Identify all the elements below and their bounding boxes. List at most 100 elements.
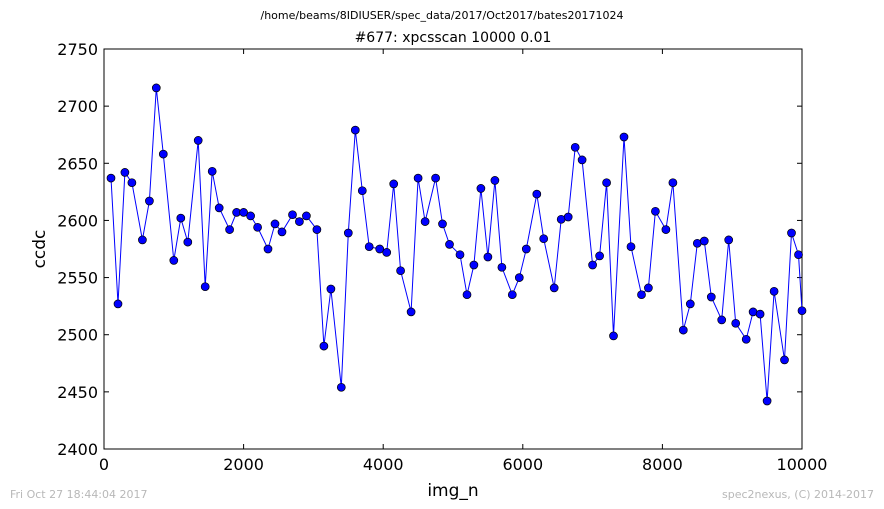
data-point (396, 266, 405, 276)
data-point (661, 225, 671, 234)
data-point (497, 262, 507, 272)
footer-timestamp: Fri Oct 27 18:44:04 2017 (10, 488, 148, 501)
data-point (106, 173, 116, 183)
data-point (214, 203, 224, 213)
data-point (462, 290, 472, 300)
data-point (476, 184, 486, 193)
data-point (176, 213, 186, 223)
data-point (455, 250, 465, 260)
data-point (336, 382, 346, 392)
data-point (406, 307, 416, 317)
data-point (595, 251, 604, 261)
data-point (619, 132, 629, 142)
data-point (577, 155, 587, 165)
data-point (514, 273, 524, 282)
data-point (350, 125, 360, 135)
data-point (239, 208, 248, 217)
data-point (469, 260, 479, 270)
x-tick-label: 10000 (777, 455, 828, 474)
data-point (490, 176, 500, 185)
data-point (183, 237, 193, 247)
data-point (539, 234, 549, 244)
data-point (570, 142, 580, 152)
y-tick-label: 2650 (57, 154, 98, 173)
data-point (507, 290, 517, 300)
data-point (431, 173, 440, 183)
data-point (563, 212, 573, 222)
data-point (741, 334, 751, 344)
data-point (357, 186, 367, 196)
data-point (706, 292, 716, 302)
data-point (549, 283, 559, 293)
data-point (602, 178, 611, 188)
y-tick-label: 2450 (57, 383, 98, 402)
data-point (225, 225, 234, 234)
data-point (120, 168, 130, 177)
data-point (151, 83, 161, 93)
suptitle: /home/beams/8IDIUSER/spec_data/2017/Oct2… (261, 9, 624, 22)
data-point (413, 173, 423, 183)
data-point (438, 219, 447, 229)
data-point (169, 256, 179, 265)
data-point (668, 178, 678, 188)
data-point (288, 210, 297, 220)
data-point (277, 227, 287, 237)
y-tick-label: 2400 (57, 440, 98, 459)
data-point (521, 244, 531, 254)
data-point (326, 284, 336, 294)
data-point (207, 166, 217, 176)
footer-credit: spec2nexus, (C) 2014-2017 (722, 488, 874, 501)
data-point (158, 149, 168, 159)
x-tick-label: 2000 (223, 455, 264, 474)
data-point (685, 299, 695, 309)
y-tick-label: 2750 (57, 40, 98, 59)
plot-area: 0 2000 4000 6000 8000 10000 2400 2450 2500 2550 26… (57, 40, 827, 474)
data-point (253, 222, 262, 232)
data-point (755, 309, 765, 319)
x-tick-label: 4000 (363, 455, 404, 474)
y-tick-label: 2500 (57, 326, 98, 345)
data-point (375, 244, 385, 254)
data-point (717, 315, 727, 325)
data-point (644, 283, 653, 293)
data-point (420, 217, 430, 226)
y-tick-label: 2600 (57, 211, 98, 230)
y-tick-label: 2700 (57, 97, 98, 116)
data-point (787, 228, 796, 238)
axes-frame (103, 48, 803, 450)
data-point (295, 217, 304, 226)
data-point (364, 242, 374, 252)
x-tick-label: 6000 (502, 455, 543, 474)
data-point (678, 325, 688, 335)
data-point (138, 235, 147, 245)
data-point (263, 244, 273, 254)
x-tick-label: 8000 (642, 455, 683, 474)
data-point (731, 318, 741, 328)
data-point (343, 228, 353, 238)
data-point (532, 189, 542, 199)
data-point (445, 240, 454, 249)
data-point (797, 306, 807, 316)
y-tick-label: 2550 (57, 269, 98, 288)
data-point (193, 136, 203, 145)
data-point (637, 290, 646, 300)
data-point (769, 286, 779, 296)
data-point (626, 242, 636, 252)
chart-title: #677: xpcsscan 10000 0.01 (355, 30, 552, 46)
y-axis-label: ccdc (30, 230, 50, 269)
data-point (382, 248, 392, 257)
data-point (302, 211, 311, 221)
data-point (762, 396, 772, 406)
data-point (319, 341, 329, 351)
data-point (724, 235, 734, 245)
data-point (588, 260, 597, 270)
data-point (145, 196, 154, 206)
data-point (389, 179, 399, 189)
data-point (794, 250, 803, 260)
data-point (312, 225, 322, 234)
data-point (246, 211, 255, 221)
data-point (200, 282, 210, 292)
data-point (113, 299, 123, 309)
x-axis-label: img_n (427, 481, 478, 501)
data-point (780, 355, 789, 365)
